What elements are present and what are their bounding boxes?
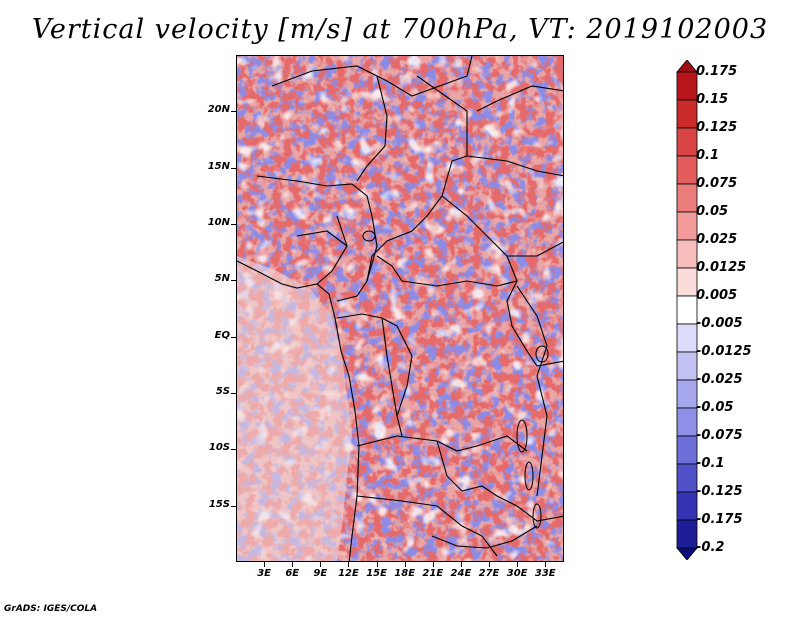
colorbar-segment xyxy=(676,239,698,269)
latitude-label: 5S xyxy=(215,386,230,397)
longitude-label: 3E xyxy=(257,568,271,579)
latitude-label: EQ xyxy=(214,329,230,341)
colorbar-segment xyxy=(676,71,698,101)
longitude-label: 21E xyxy=(422,568,444,579)
colorbar-segment xyxy=(676,155,698,185)
vertical-velocity-field xyxy=(237,56,563,561)
colorbar-segment xyxy=(676,379,698,409)
colorbar-label: 0.05 xyxy=(696,204,729,219)
country-borders xyxy=(237,56,563,561)
latitude-tick xyxy=(231,449,236,451)
longitude-label: 15E xyxy=(366,568,387,579)
longitude-tick xyxy=(320,562,322,567)
colorbar-label: -0.125 xyxy=(696,484,743,499)
colorbar-label: 0.025 xyxy=(696,232,738,247)
latitude-tick xyxy=(231,336,236,338)
longitude-tick xyxy=(545,562,547,567)
colorbar-label: -0.075 xyxy=(696,428,743,443)
colorbar-label: -0.175 xyxy=(696,512,743,527)
colorbar-label: -0.2 xyxy=(696,540,725,555)
longitude-label: 12E xyxy=(338,568,359,579)
colorbar-segment xyxy=(676,211,698,241)
lakes xyxy=(362,230,549,529)
colorbar-segment xyxy=(676,99,698,129)
latitude-label: 15S xyxy=(208,498,230,510)
longitude-tick xyxy=(348,562,350,567)
colorbar-label: -0.1 xyxy=(696,456,725,471)
longitude-tick xyxy=(432,562,434,567)
longitude-label: 9E xyxy=(313,568,328,579)
latitude-tick xyxy=(231,111,236,113)
longitude-label: 33E xyxy=(534,568,556,579)
longitude-tick xyxy=(489,562,491,567)
colorbar-label: -0.005 xyxy=(696,316,743,331)
atlantic-ocean-region xyxy=(237,256,352,561)
longitude-label: 27E xyxy=(478,568,500,579)
longitude-label: 30E xyxy=(506,568,528,579)
colorbar-segment xyxy=(676,435,698,465)
longitude-tick xyxy=(460,562,462,567)
map-title: Vertical velocity [m/s] at 700hPa, VT: 2… xyxy=(31,14,769,45)
longitude-label: 24E xyxy=(450,568,472,579)
colorbar-segment xyxy=(676,463,698,493)
colorbar-label: 0.175 xyxy=(696,64,738,79)
latitude-label: 10N xyxy=(207,217,230,228)
latitude-tick xyxy=(231,393,236,394)
longitude-tick xyxy=(292,562,294,567)
colorbar-min-arrow xyxy=(676,547,698,560)
colorbar-label: 0.005 xyxy=(696,288,738,303)
latitude-tick xyxy=(231,505,236,507)
colorbar-label: -0.05 xyxy=(696,400,734,415)
latitude-label: 20N xyxy=(207,104,230,116)
latitude-tick xyxy=(231,280,236,282)
longitude-tick xyxy=(376,562,378,567)
colorbar-segment xyxy=(676,519,698,549)
longitude-label: 18E xyxy=(394,568,416,579)
latitude-tick xyxy=(231,224,236,225)
latitude-label: 15N xyxy=(207,160,230,172)
latitude-label: 5N xyxy=(214,273,230,285)
colorbar-label: 0.125 xyxy=(696,120,738,135)
colorbar-label: -0.0125 xyxy=(696,344,752,359)
longitude-tick xyxy=(264,562,266,567)
longitude-label: 6E xyxy=(285,568,300,579)
colorbar-segment xyxy=(676,267,698,297)
colorbar-segment xyxy=(676,351,698,381)
colorbar-segment xyxy=(676,295,698,325)
colorbar-label: -0.025 xyxy=(696,372,743,387)
colorbar-segment xyxy=(676,491,698,521)
colorbar-label: 0.1 xyxy=(696,148,720,163)
longitude-tick xyxy=(404,562,406,567)
colorbar-label: 0.075 xyxy=(696,176,738,191)
colorbar-segment xyxy=(676,127,698,157)
colorbar-label: 0.15 xyxy=(696,92,729,107)
colorbar-label: 0.0125 xyxy=(696,260,747,275)
latitude-tick xyxy=(231,167,236,169)
longitude-tick xyxy=(517,562,519,567)
map-panel xyxy=(236,55,564,562)
latitude-label: 10S xyxy=(208,442,230,454)
coastline xyxy=(237,260,360,561)
colorbar-segment xyxy=(676,323,698,353)
colorbar xyxy=(676,60,698,560)
colorbar-max-arrow xyxy=(676,60,698,73)
colorbar-segment xyxy=(676,183,698,213)
colorbar-segment xyxy=(676,407,698,437)
footer-credit: GrADS: IGES/COLA xyxy=(4,604,98,614)
